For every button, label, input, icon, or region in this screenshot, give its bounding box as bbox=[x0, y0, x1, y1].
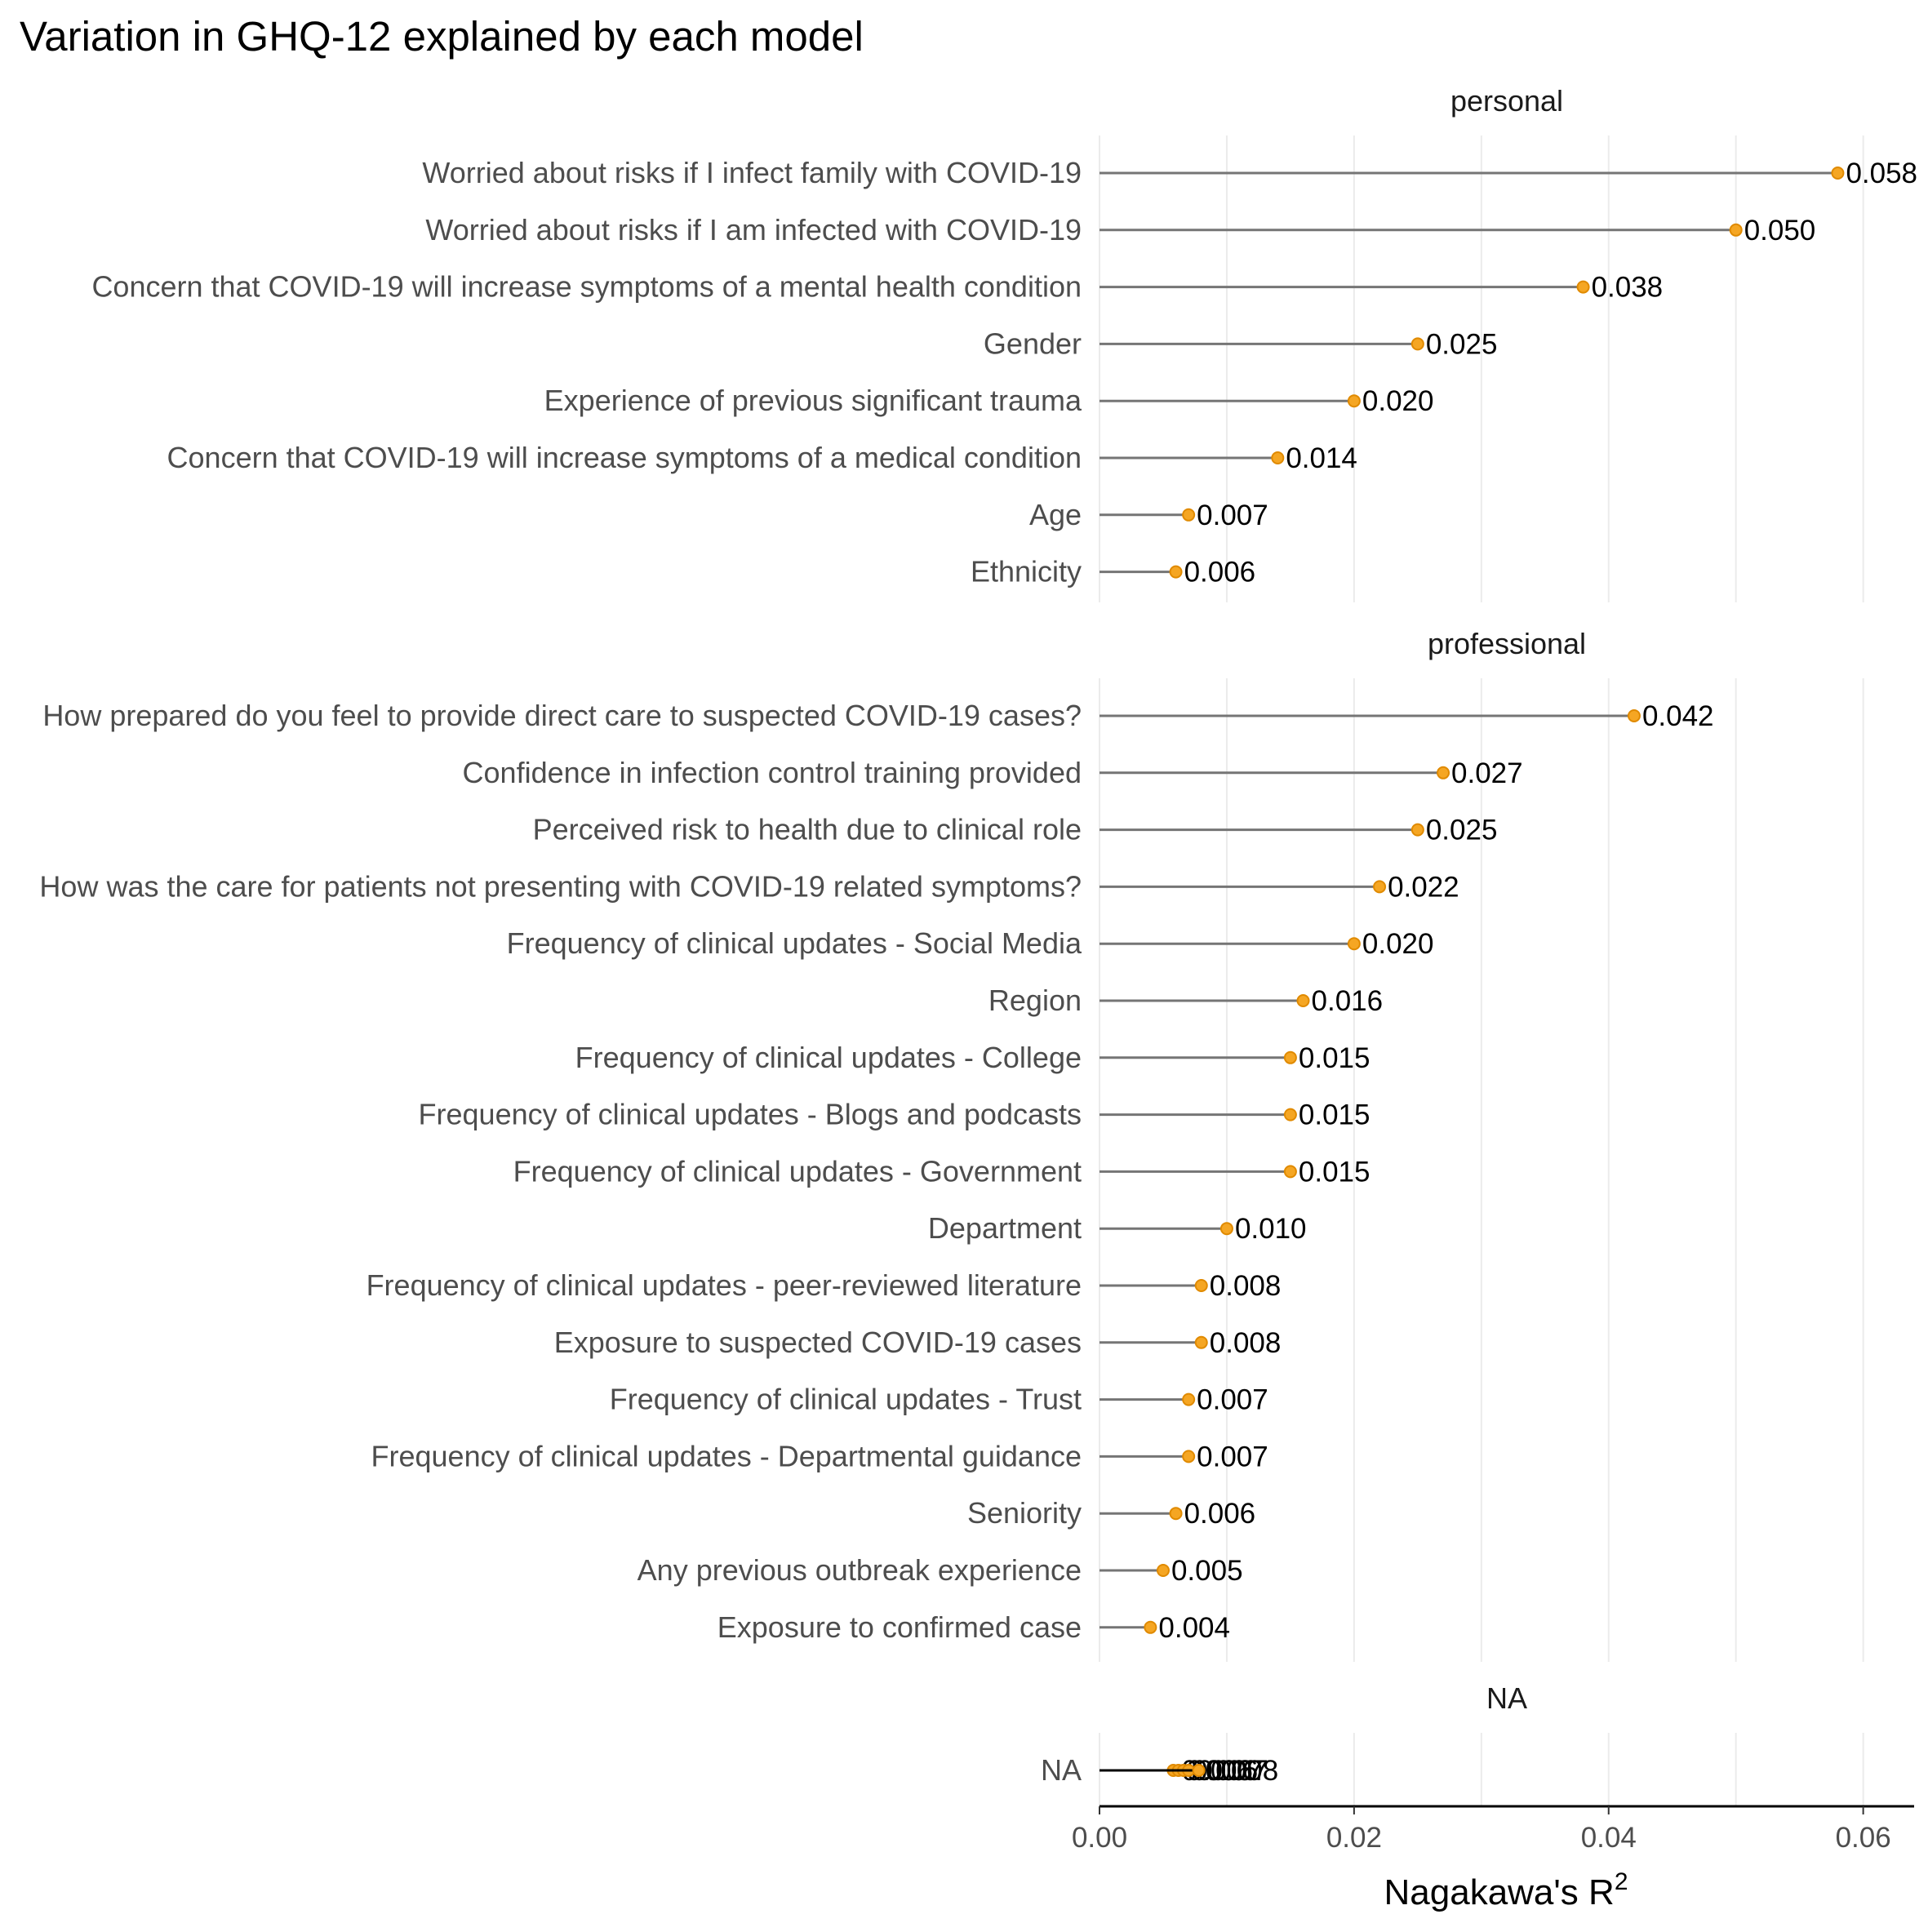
value-label: 0.022 bbox=[1388, 871, 1459, 903]
lollipop-point bbox=[1347, 394, 1361, 408]
lollipop-point bbox=[1576, 280, 1590, 294]
value-label: 0.020 bbox=[1362, 928, 1434, 960]
x-axis-title-superscript: 2 bbox=[1615, 1868, 1628, 1895]
value-label: 0.027 bbox=[1451, 757, 1523, 789]
x-axis: 0.00 0.02 0.04 0.06 bbox=[1072, 1805, 1914, 1854]
value-label: 0.042 bbox=[1642, 700, 1714, 732]
row-label: Any previous outbreak experience bbox=[637, 1553, 1082, 1587]
lollipop-point bbox=[1373, 880, 1387, 894]
value-label: 0.025 bbox=[1426, 328, 1498, 360]
lollipop-point bbox=[1271, 451, 1285, 464]
row-label: Exposure to suspected COVID-19 cases bbox=[554, 1326, 1082, 1359]
panel-strip-label: NA bbox=[1486, 1681, 1527, 1715]
row-label: How was the care for patients not presen… bbox=[39, 869, 1082, 903]
row-label: Frequency of clinical updates - College bbox=[575, 1041, 1082, 1074]
value-label: 0.015 bbox=[1299, 1042, 1370, 1074]
x-tick-label: 0.06 bbox=[1836, 1822, 1891, 1854]
value-label: 0.010 bbox=[1235, 1213, 1307, 1245]
value-label: 0.007 bbox=[1197, 500, 1268, 531]
value-label: 0.020 bbox=[1362, 385, 1434, 417]
row-label: Frequency of clinical updates - Blogs an… bbox=[419, 1098, 1082, 1131]
value-label: 0.016 bbox=[1312, 985, 1384, 1017]
panel-1: professional How prepared do you feel to … bbox=[39, 627, 1864, 1662]
lollipop-point bbox=[1144, 1620, 1157, 1634]
lollipop-point bbox=[1410, 823, 1424, 837]
value-label: 0.008 bbox=[1210, 1327, 1282, 1359]
value-label: 0.015 bbox=[1299, 1156, 1370, 1188]
value-label: 0.007 bbox=[1197, 1755, 1268, 1787]
panel-0: personal Worried about risks if I infect … bbox=[91, 84, 1917, 602]
value-label: 0.006 bbox=[1184, 557, 1256, 588]
lollipop-point bbox=[1437, 766, 1450, 779]
row-label: Frequency of clinical updates - Governme… bbox=[513, 1154, 1082, 1188]
lollipop-point bbox=[1182, 1392, 1196, 1406]
row-label: Gender bbox=[984, 326, 1082, 360]
lollipop-point bbox=[1182, 1450, 1196, 1463]
x-axis-title: Nagakawa's R2 bbox=[1384, 1868, 1628, 1912]
lollipop-point bbox=[1182, 508, 1196, 522]
value-label: 0.025 bbox=[1426, 815, 1498, 846]
value-label: 0.005 bbox=[1171, 1555, 1243, 1587]
lollipop-point bbox=[1729, 223, 1743, 237]
lollipop-point bbox=[1283, 1050, 1297, 1064]
lollipop-point bbox=[1831, 167, 1845, 180]
row-label: Worried about risks if I infect family w… bbox=[422, 156, 1082, 189]
value-label: 0.004 bbox=[1158, 1612, 1230, 1644]
lollipop-point bbox=[1347, 937, 1361, 951]
value-label: 0.006 bbox=[1184, 1498, 1256, 1530]
x-tick-label: 0.02 bbox=[1326, 1822, 1382, 1854]
lollipop-point bbox=[1156, 1564, 1170, 1577]
row-label: Frequency of clinical updates - Departme… bbox=[371, 1439, 1082, 1472]
lollipop-point bbox=[1283, 1108, 1297, 1121]
value-label: 0.008 bbox=[1210, 1270, 1282, 1302]
row-label: Perceived risk to health due to clinical… bbox=[533, 813, 1082, 846]
lollipop-point bbox=[1410, 337, 1424, 351]
value-label: 0.038 bbox=[1592, 272, 1664, 304]
lollipop-point bbox=[1627, 709, 1641, 722]
panel-strip-label: professional bbox=[1428, 627, 1586, 660]
row-label: Frequency of clinical updates - Trust bbox=[610, 1383, 1082, 1416]
lollipop-point bbox=[1283, 1165, 1297, 1179]
x-axis-title-text: Nagakawa's R bbox=[1384, 1872, 1615, 1912]
row-label: Concern that COVID-19 will increase symp… bbox=[91, 270, 1082, 304]
row-label: NA bbox=[1041, 1753, 1082, 1787]
row-label: Frequency of clinical updates - peer-rev… bbox=[366, 1268, 1082, 1302]
value-label: 0.015 bbox=[1299, 1099, 1370, 1131]
lollipop-point bbox=[1194, 1279, 1208, 1292]
row-label: Ethnicity bbox=[971, 555, 1082, 588]
row-label: Experience of previous significant traum… bbox=[544, 384, 1082, 417]
lollipop-point bbox=[1169, 565, 1183, 579]
value-label: 0.050 bbox=[1744, 215, 1816, 246]
row-label: Confidence in infection control training… bbox=[463, 756, 1082, 789]
lollipop-point bbox=[1194, 1335, 1208, 1349]
row-label: Frequency of clinical updates - Social M… bbox=[507, 926, 1082, 960]
lollipop-point bbox=[1296, 994, 1310, 1007]
x-tick-label: 0.00 bbox=[1072, 1822, 1127, 1854]
value-label: 0.058 bbox=[1846, 158, 1917, 189]
value-label: 0.014 bbox=[1286, 442, 1357, 474]
value-label: 0.007 bbox=[1197, 1441, 1268, 1472]
row-label: How prepared do you feel to provide dire… bbox=[42, 699, 1082, 732]
row-label: Department bbox=[928, 1211, 1082, 1245]
value-label: 0.007 bbox=[1197, 1384, 1268, 1416]
x-tick-label: 0.04 bbox=[1581, 1822, 1637, 1854]
value-label: 0.008 bbox=[1207, 1755, 1279, 1787]
lollipop-point bbox=[1219, 1222, 1233, 1236]
lollipop-point bbox=[1192, 1764, 1206, 1777]
chart-title: Variation in GHQ-12 explained by each mo… bbox=[20, 13, 864, 60]
lollipop-point bbox=[1169, 1507, 1183, 1521]
row-label: Age bbox=[1029, 498, 1082, 531]
panel-strip-label: personal bbox=[1450, 84, 1563, 118]
row-label: Concern that COVID-19 will increase symp… bbox=[167, 441, 1082, 474]
row-label: Seniority bbox=[967, 1496, 1082, 1530]
row-label: Worried about risks if I am infected wit… bbox=[425, 213, 1082, 246]
row-label: Region bbox=[988, 984, 1082, 1017]
row-label: Exposure to confirmed case bbox=[717, 1610, 1082, 1644]
panels-layer: personal Worried about risks if I infect … bbox=[39, 84, 1917, 1806]
